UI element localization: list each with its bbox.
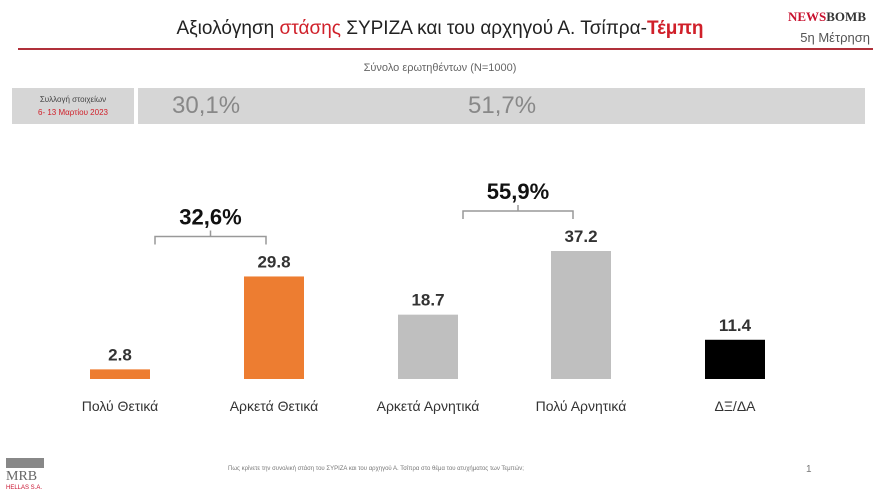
category-label: Πολύ Θετικά <box>82 398 159 414</box>
totals-band <box>138 88 865 124</box>
mrb-sub: HELLAS S.A. <box>6 485 43 491</box>
collection-dates: 6- 13 Μαρτίου 2023 <box>38 108 108 117</box>
bar <box>551 251 611 379</box>
page-number: 1 <box>806 464 812 475</box>
bar <box>90 369 150 379</box>
bar-chart: 2.8 Πολύ Θετικά 29.8 Αρκετά Θετικά 18.7 Αρκετ… <box>82 179 765 414</box>
newsbomb-logo: NEWSBOMB <box>787 9 866 24</box>
positive-total: 30,1% <box>172 92 241 119</box>
mrb-logo: MRB <box>6 469 38 484</box>
data-label: 18.7 <box>411 291 444 310</box>
divider <box>18 48 873 50</box>
bar <box>244 276 304 379</box>
sample-size: Σύνολο ερωτηθέντων (N=1000) <box>363 62 517 74</box>
mrb-logo-bar <box>6 458 44 468</box>
title-part: Τέμπη <box>646 18 704 39</box>
category-label: Πολύ Αρνητικά <box>536 398 627 414</box>
data-label: 11.4 <box>719 316 752 335</box>
bar <box>705 339 765 379</box>
category-label: Αρκετά Θετικά <box>230 398 319 414</box>
category-label: Αρκετά Αρνητικά <box>377 398 480 414</box>
title-part: ΣΥΡΙΖΑ και του αρχηγού Α. Τσίπρα- <box>340 18 647 39</box>
negative-total: 51,7% <box>468 92 537 119</box>
bracket <box>154 230 267 245</box>
page-title: Αξιολόγηση στάσης ΣΥΡΙΖΑ και του αρχηγού… <box>0 18 880 40</box>
data-label: 2.8 <box>108 345 132 364</box>
collection-label: Συλλογή στοιχείων <box>39 95 107 104</box>
measurement-label: 5η Μέτρηση <box>800 30 870 45</box>
bracket <box>462 205 574 219</box>
collection-box: Συλλογή στοιχείων 6- 13 Μαρτίου 2023 <box>12 88 134 124</box>
category-label: ΔΞ/ΔΑ <box>714 398 756 414</box>
data-label: 37.2 <box>564 227 597 246</box>
bracket-label: 55,9% <box>487 179 549 204</box>
title-part: στάσης <box>279 18 341 39</box>
survey-question: Πως κρίνετε την συνολική στάση του ΣΥΡΙΖ… <box>228 466 524 472</box>
data-label: 29.8 <box>257 252 290 271</box>
bar <box>398 314 458 379</box>
bracket-label: 32,6% <box>179 204 241 229</box>
title-part: Αξιολόγηση <box>176 18 280 39</box>
